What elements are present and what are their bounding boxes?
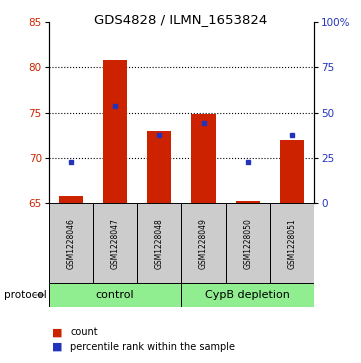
Bar bbox=[270, 203, 314, 283]
Text: GSM1228049: GSM1228049 bbox=[199, 218, 208, 269]
Bar bbox=[103, 60, 127, 203]
Bar bbox=[49, 283, 181, 307]
Bar bbox=[147, 131, 171, 203]
Text: GDS4828 / ILMN_1653824: GDS4828 / ILMN_1653824 bbox=[94, 13, 267, 26]
Bar bbox=[49, 203, 93, 283]
Text: CypB depletion: CypB depletion bbox=[205, 290, 290, 300]
Bar bbox=[280, 140, 304, 203]
Text: GSM1228047: GSM1228047 bbox=[110, 218, 119, 269]
Text: control: control bbox=[96, 290, 134, 300]
Bar bbox=[137, 203, 182, 283]
Text: percentile rank within the sample: percentile rank within the sample bbox=[70, 342, 235, 352]
Bar bbox=[226, 203, 270, 283]
Bar bbox=[191, 114, 216, 203]
Text: ■: ■ bbox=[52, 342, 63, 352]
Text: GSM1228050: GSM1228050 bbox=[243, 218, 252, 269]
Bar bbox=[93, 203, 137, 283]
Text: GSM1228048: GSM1228048 bbox=[155, 218, 164, 269]
Bar bbox=[236, 200, 260, 203]
Bar bbox=[59, 196, 83, 203]
Text: protocol: protocol bbox=[4, 290, 46, 300]
Text: count: count bbox=[70, 327, 98, 337]
Bar bbox=[181, 203, 226, 283]
Bar bbox=[181, 283, 314, 307]
Text: GSM1228046: GSM1228046 bbox=[66, 218, 75, 269]
Text: ■: ■ bbox=[52, 327, 63, 337]
Text: GSM1228051: GSM1228051 bbox=[287, 218, 296, 269]
